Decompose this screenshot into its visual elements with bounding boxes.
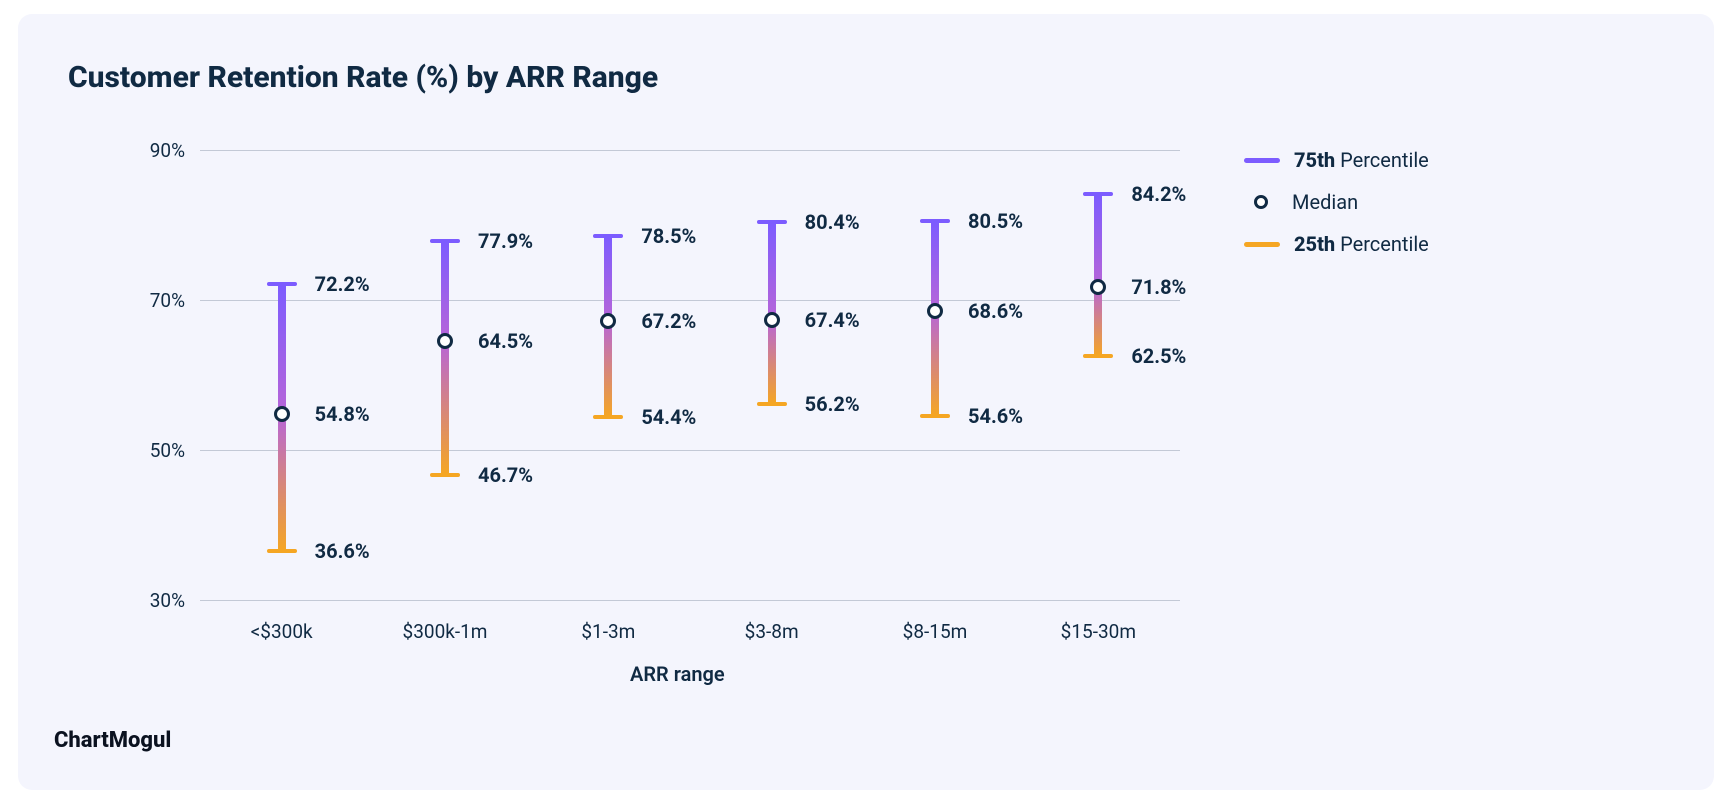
median-marker bbox=[274, 406, 290, 422]
range-lower bbox=[931, 311, 939, 416]
chart-title: Customer Retention Rate (%) by ARR Range bbox=[68, 60, 658, 95]
median-value-label: 67.2% bbox=[641, 309, 696, 333]
legend-swatch-bar bbox=[1244, 158, 1280, 163]
legend-item: 25th Percentile bbox=[1244, 232, 1429, 256]
p75-value-label: 77.9% bbox=[478, 229, 533, 253]
median-value-label: 67.4% bbox=[805, 308, 860, 332]
p75-value-label: 78.5% bbox=[641, 224, 696, 248]
gridline bbox=[200, 600, 1180, 601]
range-upper bbox=[278, 284, 286, 415]
x-tick-label: $3-8m bbox=[702, 620, 842, 643]
median-marker bbox=[927, 303, 943, 319]
gridline bbox=[200, 150, 1180, 151]
p75-cap bbox=[1083, 192, 1113, 196]
p75-value-label: 84.2% bbox=[1131, 182, 1186, 206]
range-lower bbox=[441, 341, 449, 475]
x-tick-label: $1-3m bbox=[538, 620, 678, 643]
median-value-label: 68.6% bbox=[968, 299, 1023, 323]
p25-cap bbox=[920, 414, 950, 418]
brand-logo-text: ChartMogul bbox=[54, 728, 171, 753]
p75-cap bbox=[267, 282, 297, 286]
range-upper bbox=[604, 236, 612, 321]
range-lower bbox=[604, 321, 612, 417]
p25-cap bbox=[757, 402, 787, 406]
y-tick-label: 90% bbox=[130, 139, 185, 162]
p75-value-label: 80.4% bbox=[805, 210, 860, 234]
range-upper bbox=[768, 222, 776, 320]
median-value-label: 54.8% bbox=[315, 402, 370, 426]
p75-cap bbox=[430, 239, 460, 243]
p75-value-label: 80.5% bbox=[968, 209, 1023, 233]
chart-card bbox=[18, 14, 1714, 790]
range-lower bbox=[278, 414, 286, 551]
p25-value-label: 62.5% bbox=[1131, 344, 1186, 368]
legend-swatch-circle bbox=[1254, 195, 1268, 209]
p75-cap bbox=[757, 220, 787, 224]
range-upper bbox=[1094, 194, 1102, 287]
legend-swatch-bar bbox=[1244, 242, 1280, 247]
range-lower bbox=[1094, 287, 1102, 357]
p75-cap bbox=[593, 234, 623, 238]
x-tick-label: $8-15m bbox=[865, 620, 1005, 643]
legend-label: 25th Percentile bbox=[1294, 232, 1429, 256]
median-value-label: 64.5% bbox=[478, 329, 533, 353]
x-tick-label: <$300k bbox=[212, 620, 352, 643]
y-tick-label: 70% bbox=[130, 289, 185, 312]
range-upper bbox=[441, 241, 449, 342]
p25-value-label: 46.7% bbox=[478, 463, 533, 487]
range-upper bbox=[931, 221, 939, 310]
gridline bbox=[200, 450, 1180, 451]
legend-item: 75th Percentile bbox=[1244, 148, 1429, 172]
median-marker bbox=[764, 312, 780, 328]
p25-value-label: 56.2% bbox=[805, 392, 860, 416]
y-tick-label: 50% bbox=[130, 439, 185, 462]
legend-label: Median bbox=[1292, 190, 1358, 214]
p25-value-label: 36.6% bbox=[315, 539, 370, 563]
range-lower bbox=[768, 320, 776, 404]
x-axis-title: ARR range bbox=[630, 662, 725, 686]
x-tick-label: $15-30m bbox=[1028, 620, 1168, 643]
median-marker bbox=[1090, 279, 1106, 295]
p75-value-label: 72.2% bbox=[315, 272, 370, 296]
legend-item: Median bbox=[1244, 190, 1358, 214]
median-value-label: 71.8% bbox=[1131, 275, 1186, 299]
p25-cap bbox=[430, 473, 460, 477]
x-tick-label: $300k-1m bbox=[375, 620, 515, 643]
p25-cap bbox=[267, 549, 297, 553]
p75-cap bbox=[920, 219, 950, 223]
p25-cap bbox=[593, 415, 623, 419]
gridline bbox=[200, 300, 1180, 301]
p25-value-label: 54.4% bbox=[641, 405, 696, 429]
p25-cap bbox=[1083, 354, 1113, 358]
legend-label: 75th Percentile bbox=[1294, 148, 1429, 172]
p25-value-label: 54.6% bbox=[968, 404, 1023, 428]
y-tick-label: 30% bbox=[130, 589, 185, 612]
